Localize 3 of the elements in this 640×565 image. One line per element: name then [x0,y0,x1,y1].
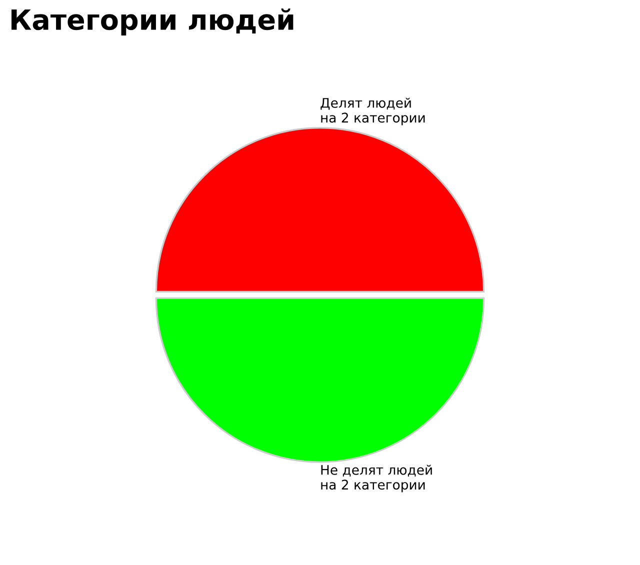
slice-label: Делят людей на 2 категории [320,98,425,126]
slice-label: Не делят людей на 2 категории [321,464,432,492]
chart-title: Категории людей [12,8,294,36]
